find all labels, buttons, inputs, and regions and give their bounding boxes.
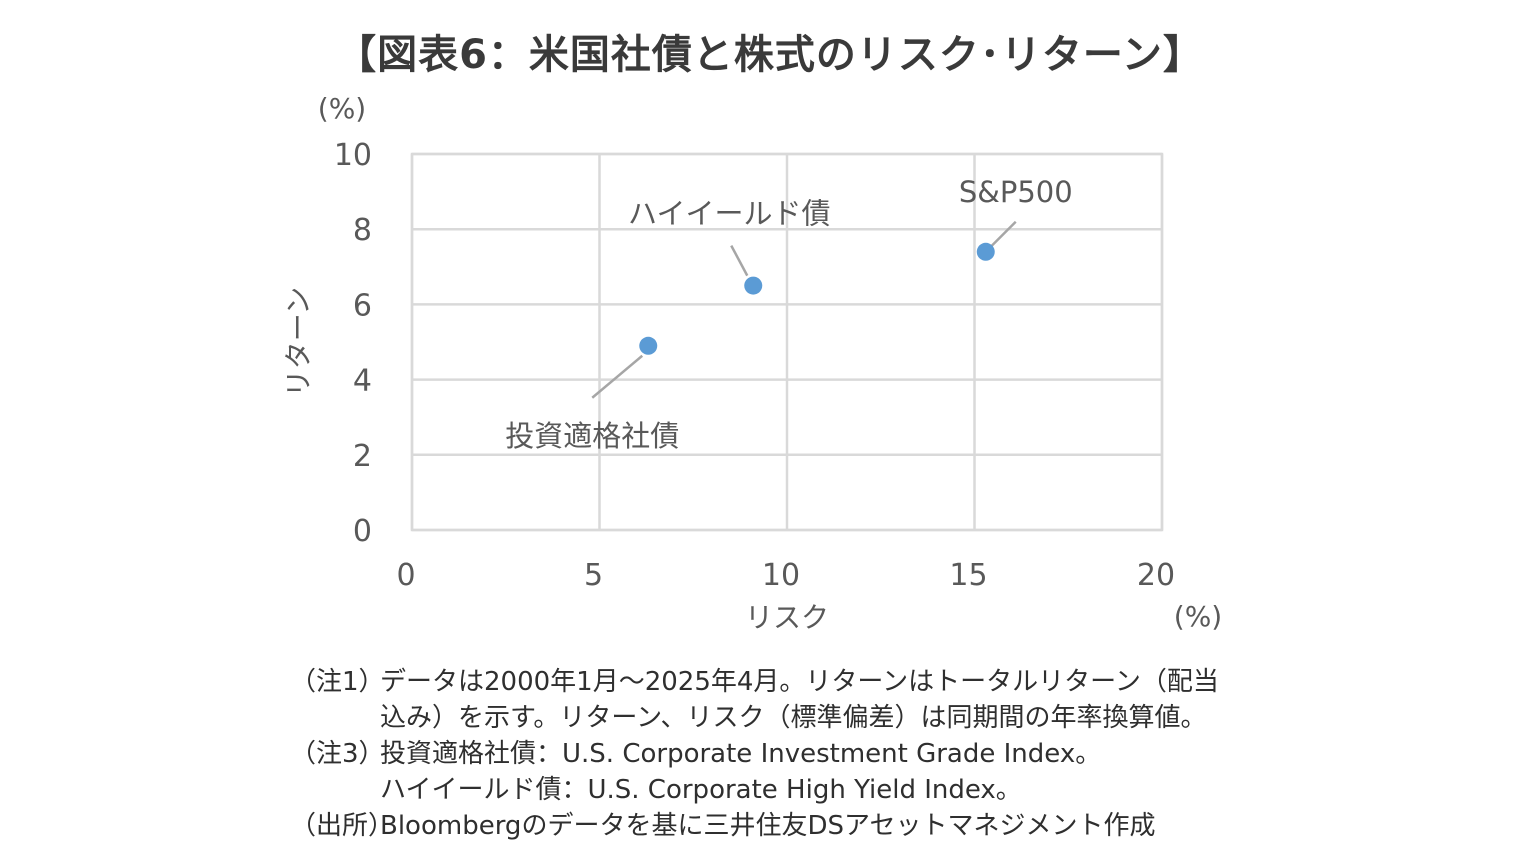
y-tick-label: 0 xyxy=(353,514,372,549)
note-1: （注1） データは2000年1月～2025年4月。リターンはトータルリターン（配… xyxy=(290,664,1290,700)
leader-line xyxy=(990,220,1017,247)
source-text: Bloombergのデータを基に三井住友DSアセットマネジメント作成 xyxy=(380,811,1156,841)
x-tick-label: 5 xyxy=(584,558,603,593)
x-tick-label: 0 xyxy=(396,558,415,593)
note-1-text: データは2000年1月～2025年4月。リターンはトータルリターン（配当 xyxy=(380,667,1219,697)
y-tick-label: 6 xyxy=(353,288,372,323)
note-3-continuation: ハイイールド債：U.S. Corporate High Yield Index。 xyxy=(380,775,1022,805)
source-note: （出所） Bloombergのデータを基に三井住友DSアセットマネジメント作成 xyxy=(290,808,1290,844)
x-axis-unit: (%) xyxy=(1174,600,1222,633)
note-3-tag: （注3） xyxy=(290,739,385,769)
y-tick-label: 4 xyxy=(353,364,372,399)
data-points xyxy=(639,242,995,355)
data-labels: 投資適格社債 ハイイールド債 S&P500 xyxy=(505,175,1072,453)
note-3-text: 投資適格社債：U.S. Corporate Investment Grade I… xyxy=(380,739,1102,769)
chart-grid xyxy=(410,152,1164,532)
leader-line xyxy=(591,354,644,399)
label-leader-lines xyxy=(591,220,1017,399)
data-point xyxy=(744,276,763,295)
data-point xyxy=(976,242,995,261)
y-axis-unit: (%) xyxy=(318,92,366,125)
x-tick-label: 15 xyxy=(949,558,987,593)
data-label: S&P500 xyxy=(959,175,1073,209)
chart-title: 【図表6：米国社債と株式のリスク･リターン】 xyxy=(336,32,1204,78)
note-1-tag: （注1） xyxy=(290,667,385,697)
y-axis-label: リターン xyxy=(282,287,315,398)
data-label: 投資適格社債 xyxy=(505,419,679,453)
data-point xyxy=(639,336,658,355)
data-label: ハイイールド債 xyxy=(628,197,830,231)
leader-line xyxy=(730,245,749,277)
y-tick-label: 2 xyxy=(353,439,372,474)
x-axis-label: リスク xyxy=(745,601,829,634)
x-tick-label: 10 xyxy=(762,558,800,593)
note-1-continuation: 込み）を示す。リターン、リスク（標準偏差）は同期間の年率換算値。 xyxy=(380,703,1207,733)
footnotes: （注1） データは2000年1月～2025年4月。リターンはトータルリターン（配… xyxy=(290,664,1290,844)
source-tag: （出所） xyxy=(290,811,395,841)
x-tick-label: 20 xyxy=(1137,558,1175,593)
y-tick-label: 10 xyxy=(334,138,372,173)
note-3: （注3） 投資適格社債：U.S. Corporate Investment Gr… xyxy=(290,736,1290,772)
chart-ticks: 0 5 10 15 20 0 2 4 6 8 10 xyxy=(334,138,1175,593)
y-tick-label: 8 xyxy=(353,213,372,248)
